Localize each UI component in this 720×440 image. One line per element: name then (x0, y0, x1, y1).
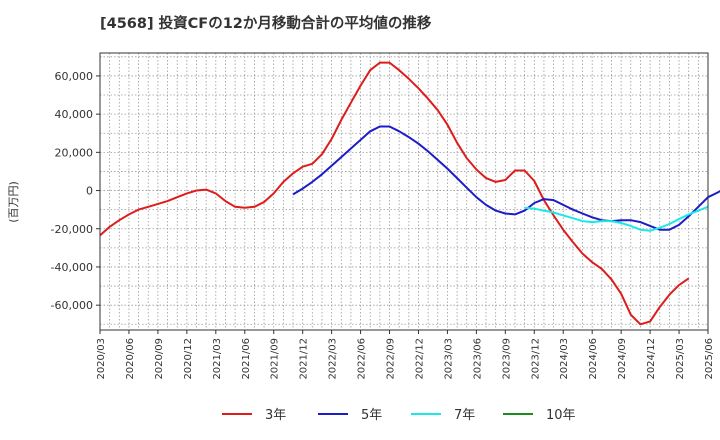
legend-item-5年: 5年 (318, 408, 382, 423)
legend-item-10年: 10年 (503, 408, 576, 423)
series-line-5年 (292, 125, 720, 231)
x-tick-label: 2020/12 (183, 338, 194, 380)
series-line-7年 (524, 205, 709, 232)
x-tick-label: 2021/12 (299, 338, 310, 380)
y-tick-label: 40,000 (55, 108, 94, 121)
chart-title: [4568] 投資CFの12か月移動合計の平均値の推移 (100, 16, 432, 32)
x-tick-label: 2021/09 (270, 338, 281, 380)
x-tick-label: 2022/09 (386, 338, 397, 380)
x-tick-label: 2025/06 (704, 338, 715, 380)
x-tick-label: 2024/06 (588, 338, 599, 380)
x-tick-label: 2024/09 (617, 338, 628, 380)
legend-item-7年: 7年 (411, 408, 475, 423)
x-tick-label: 2020/09 (154, 338, 165, 380)
x-tick-label: 2022/06 (357, 338, 368, 380)
legend-label: 3年 (265, 408, 286, 423)
plot-area (100, 53, 708, 330)
y-tick-label: -20,000 (51, 223, 93, 236)
x-tick-label: 2023/06 (472, 338, 483, 380)
y-tick-label: -40,000 (51, 261, 93, 274)
plot-frame (99, 52, 709, 331)
x-tick-label: 2022/12 (414, 338, 425, 380)
series-line-3年 (99, 61, 690, 326)
x-tick-label: 2025/03 (675, 338, 686, 380)
legend-item-3年: 3年 (222, 408, 286, 423)
x-tick-label: 2021/03 (212, 338, 223, 380)
y-axis-label: (百万円) (7, 181, 20, 223)
x-tick-label: 2024/03 (559, 338, 570, 380)
x-tick-label: 2023/12 (530, 338, 541, 380)
x-tick-label: 2023/03 (443, 338, 454, 380)
x-tick-label: 2021/06 (241, 338, 252, 380)
x-tick-label: 2020/03 (96, 338, 107, 380)
x-tick-label: 2020/06 (125, 338, 136, 380)
legend-label: 10年 (546, 408, 576, 423)
x-tick-label: 2022/03 (328, 338, 339, 380)
x-tick-label: 2024/12 (646, 338, 657, 380)
y-tick-label: -60,000 (51, 299, 93, 312)
legend-label: 5年 (361, 408, 382, 423)
y-tick-label: 60,000 (55, 70, 94, 83)
legend-label: 7年 (454, 408, 475, 423)
y-tick-label: 0 (86, 185, 93, 198)
x-tick-label: 2023/09 (501, 338, 512, 380)
y-tick-label: 20,000 (55, 146, 94, 159)
